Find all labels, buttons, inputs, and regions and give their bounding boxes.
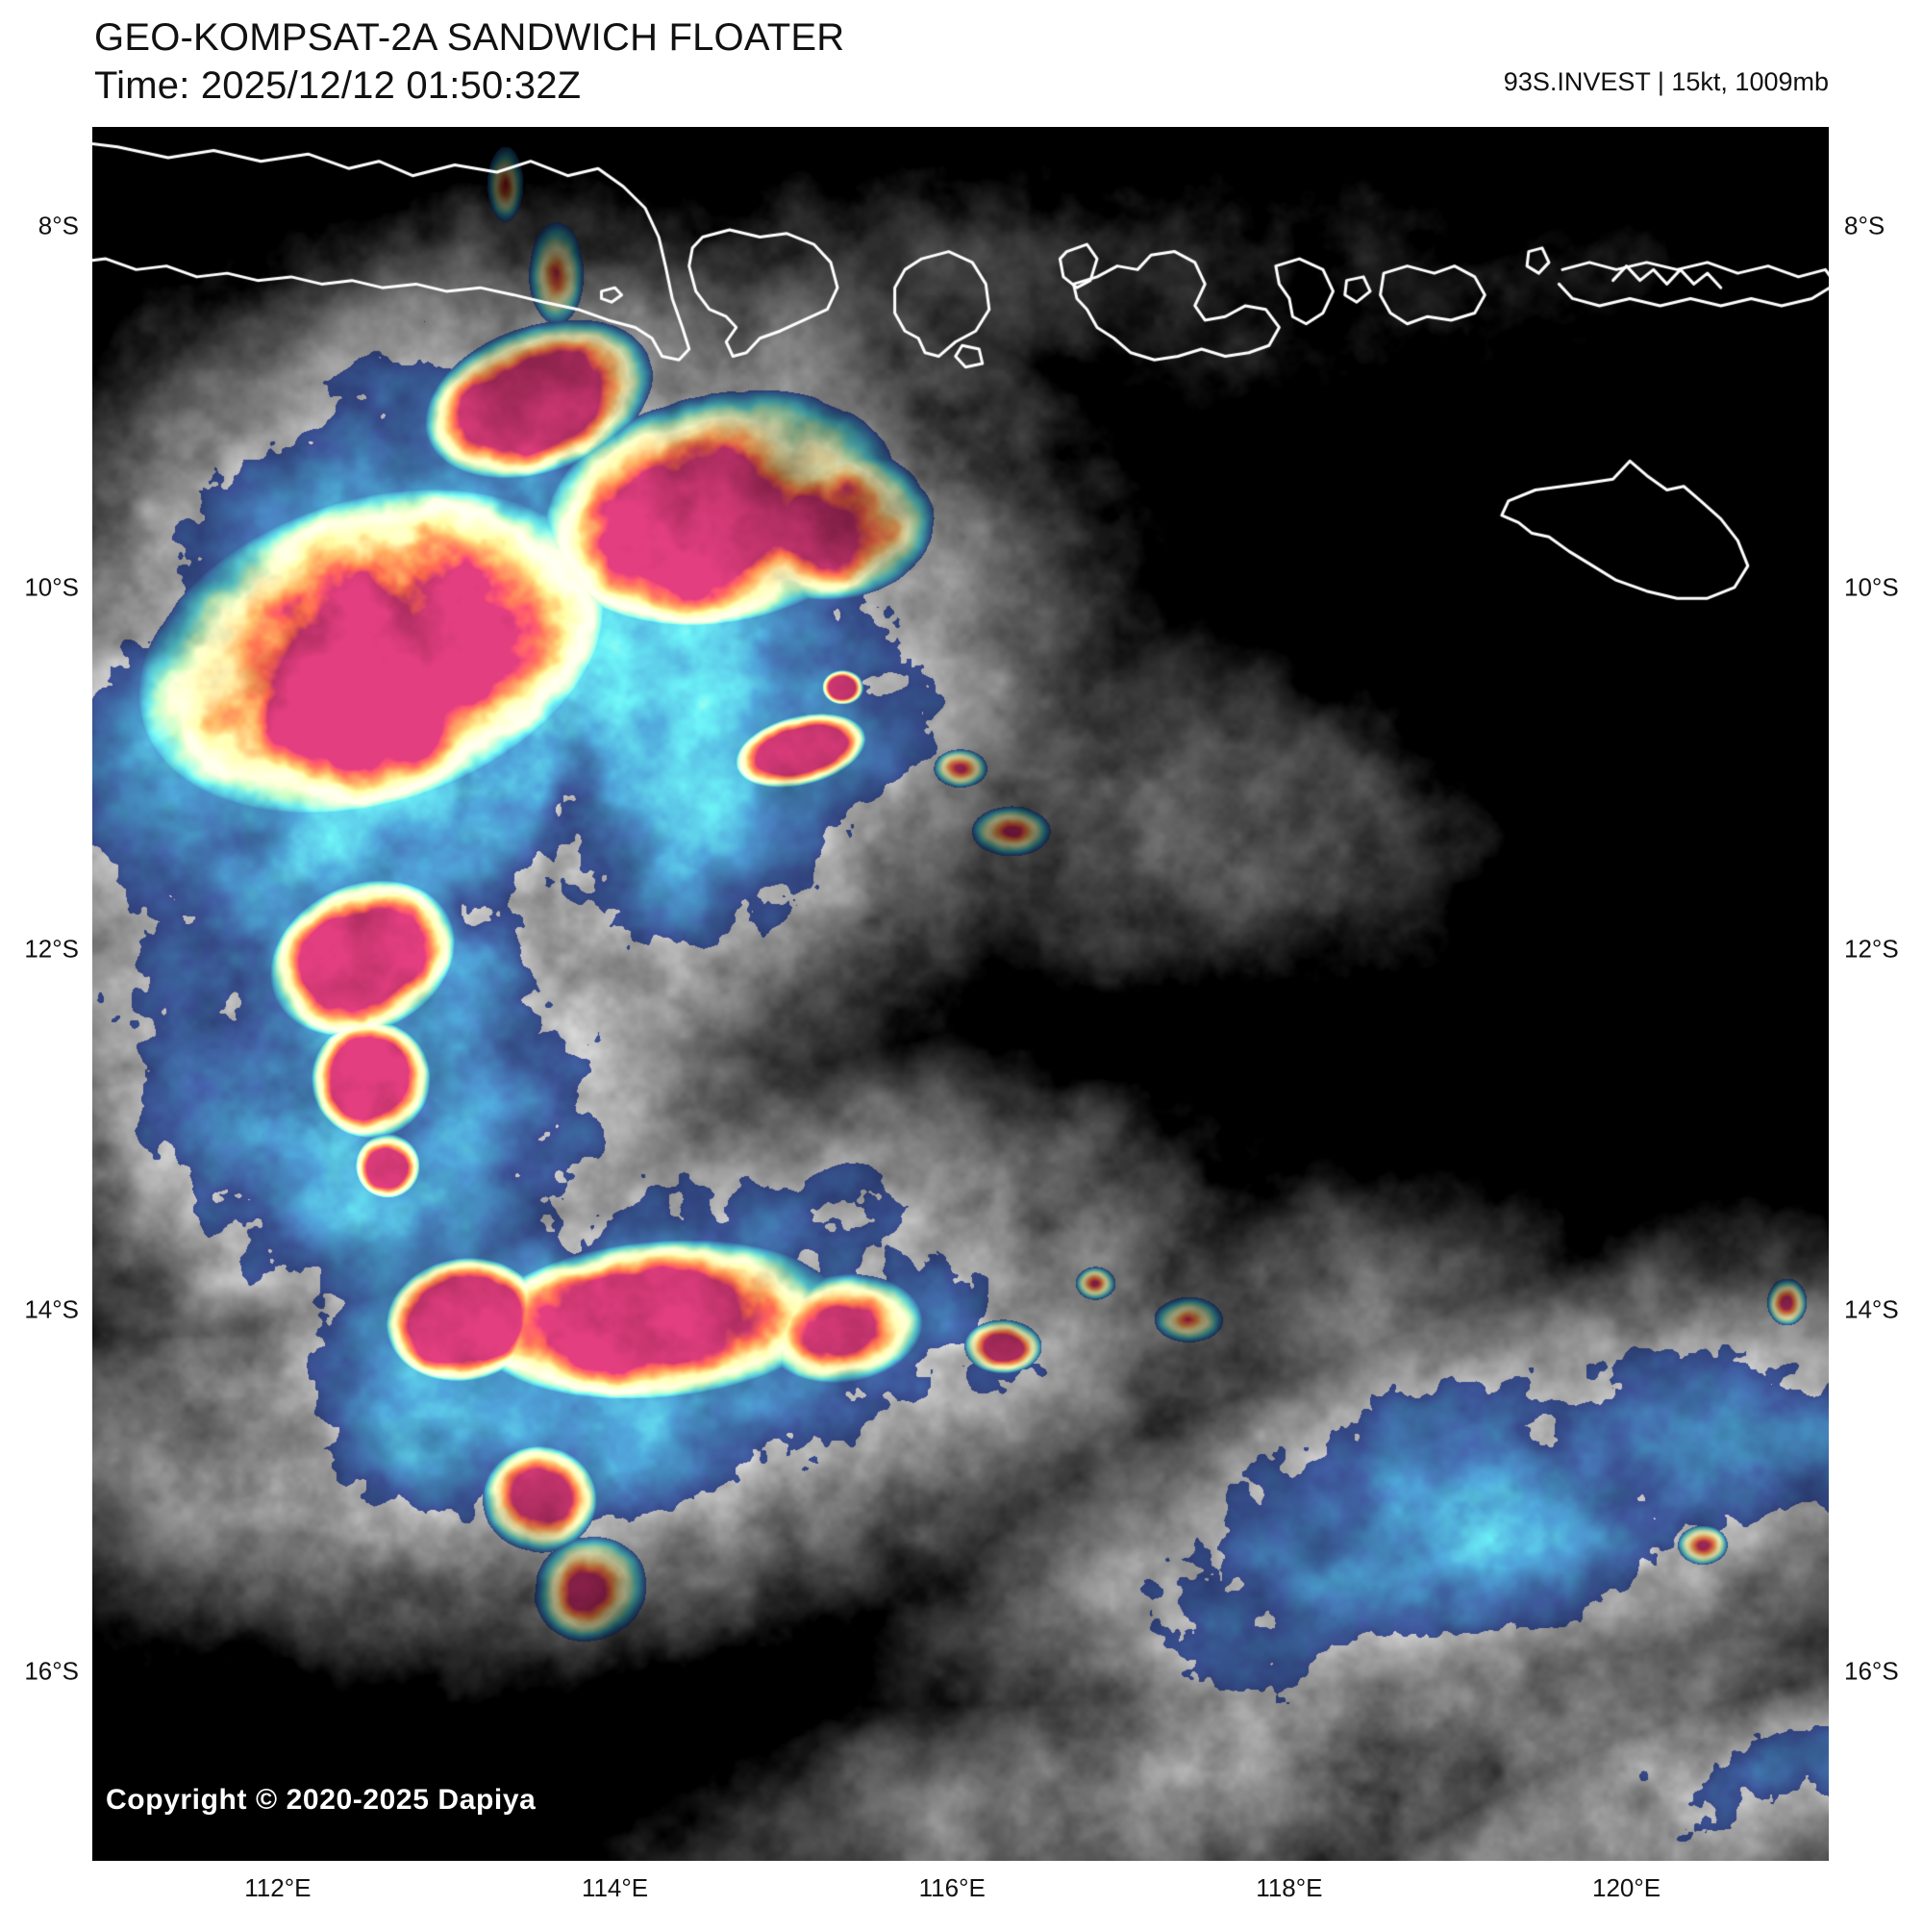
satellite-imagery-canvas — [92, 127, 1829, 1861]
lat-tick-label-left-0: 8°S — [37, 211, 79, 240]
lat-tick-label-right-4: 16°S — [1844, 1656, 1899, 1686]
lon-tick-label-3: 118°E — [1256, 1873, 1323, 1902]
lat-tick-label-right-1: 10°S — [1844, 572, 1899, 602]
title-block: GEO-KOMPSAT-2A SANDWICH FLOATER Time: 20… — [94, 13, 844, 110]
header: GEO-KOMPSAT-2A SANDWICH FLOATER Time: 20… — [0, 0, 1923, 127]
lat-tick-label-left-2: 12°S — [24, 934, 79, 964]
page-title: GEO-KOMPSAT-2A SANDWICH FLOATER — [94, 16, 845, 59]
lon-tick-label-2: 116°E — [918, 1873, 986, 1902]
satellite-image-plot: Copyright © 2020-2025 Dapiya — [92, 127, 1829, 1861]
lon-tick-label-4: 120°E — [1592, 1873, 1661, 1902]
lat-tick-label-right-2: 12°S — [1844, 934, 1899, 964]
lat-tick-label-right-3: 14°S — [1844, 1294, 1899, 1324]
lat-tick-label-left-3: 14°S — [24, 1294, 79, 1324]
lat-tick-label-left-4: 16°S — [24, 1656, 79, 1686]
copyright-overlay: Copyright © 2020-2025 Dapiya — [106, 1784, 537, 1816]
lon-tick-label-0: 112°E — [244, 1873, 312, 1902]
lat-tick-label-right-0: 8°S — [1844, 211, 1886, 240]
lon-tick-label-1: 114°E — [581, 1873, 649, 1902]
storm-info-label: 93S.INVEST | 15kt, 1009mb — [1503, 67, 1829, 96]
timestamp-label: Time: 2025/12/12 01:50:32Z — [94, 64, 582, 107]
lat-tick-label-left-1: 10°S — [24, 572, 79, 602]
